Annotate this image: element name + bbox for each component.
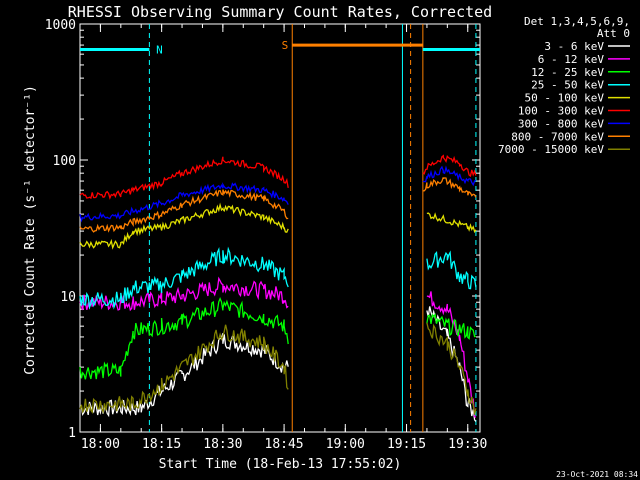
timestamp: 23-Oct-2021 08:34 [556,470,638,479]
series-line [426,250,477,290]
series-line [426,212,477,234]
y-tick-label: 1000 [45,18,76,33]
legend-label: 7000 - 15000 keV [498,143,604,156]
series-line [426,291,477,418]
legend-label: 12 - 25 keV [531,66,604,79]
y-tick-label: 10 [60,290,76,305]
legend-label: 25 - 50 keV [531,79,604,92]
series-line [426,322,477,415]
x-tick-label: 18:30 [203,437,242,452]
legend-header-line-1: Det 1,3,4,5,6,9, [524,15,630,28]
legend-label: 800 - 7000 keV [511,130,604,143]
series-line [79,156,289,200]
series-line [79,276,289,312]
series-line [79,246,289,310]
series-line [422,177,477,198]
y-tick-label: 100 [53,154,76,169]
legend-header-line-2: Att 0 [597,27,630,40]
flag-label: N [156,43,163,56]
plot-frame [79,23,481,433]
series-line [422,154,477,178]
y-tick-label: 1 [68,426,76,441]
plot-area: 18:00 18:15 18:30 18:45 19:00 19:15 19:30 1 10 10… [45,18,488,452]
x-tick-label: 19:00 [326,437,365,452]
series-line [79,324,289,415]
series-line [79,202,289,250]
x-tick-label: 18:00 [81,437,120,452]
series-line [79,297,289,380]
x-tick-label: 19:30 [448,437,487,452]
legend-label: 300 - 800 keV [518,117,604,130]
x-tick-label: 18:15 [142,437,181,452]
chart-title: RHESSI Observing Summary Count Rates, Co… [68,3,492,21]
series-line [79,189,289,233]
series-line [426,312,476,340]
x-axis-label: Start Time (18-Feb-13 17:55:02) [159,457,402,472]
series-line [79,182,289,223]
flag-label: S [282,39,289,52]
series-line [422,165,477,187]
y-axis-label: Corrected Count Rate (s⁻¹ detector⁻¹) [23,85,38,375]
x-tick-label: 19:15 [387,437,426,452]
x-tick-label: 18:45 [265,437,304,452]
legend-label: 50 - 100 keV [525,92,605,105]
legend-label: 3 - 6 keV [544,40,604,53]
legend-label: 100 - 300 keV [518,105,604,118]
legend-label: 6 - 12 keV [538,53,605,66]
